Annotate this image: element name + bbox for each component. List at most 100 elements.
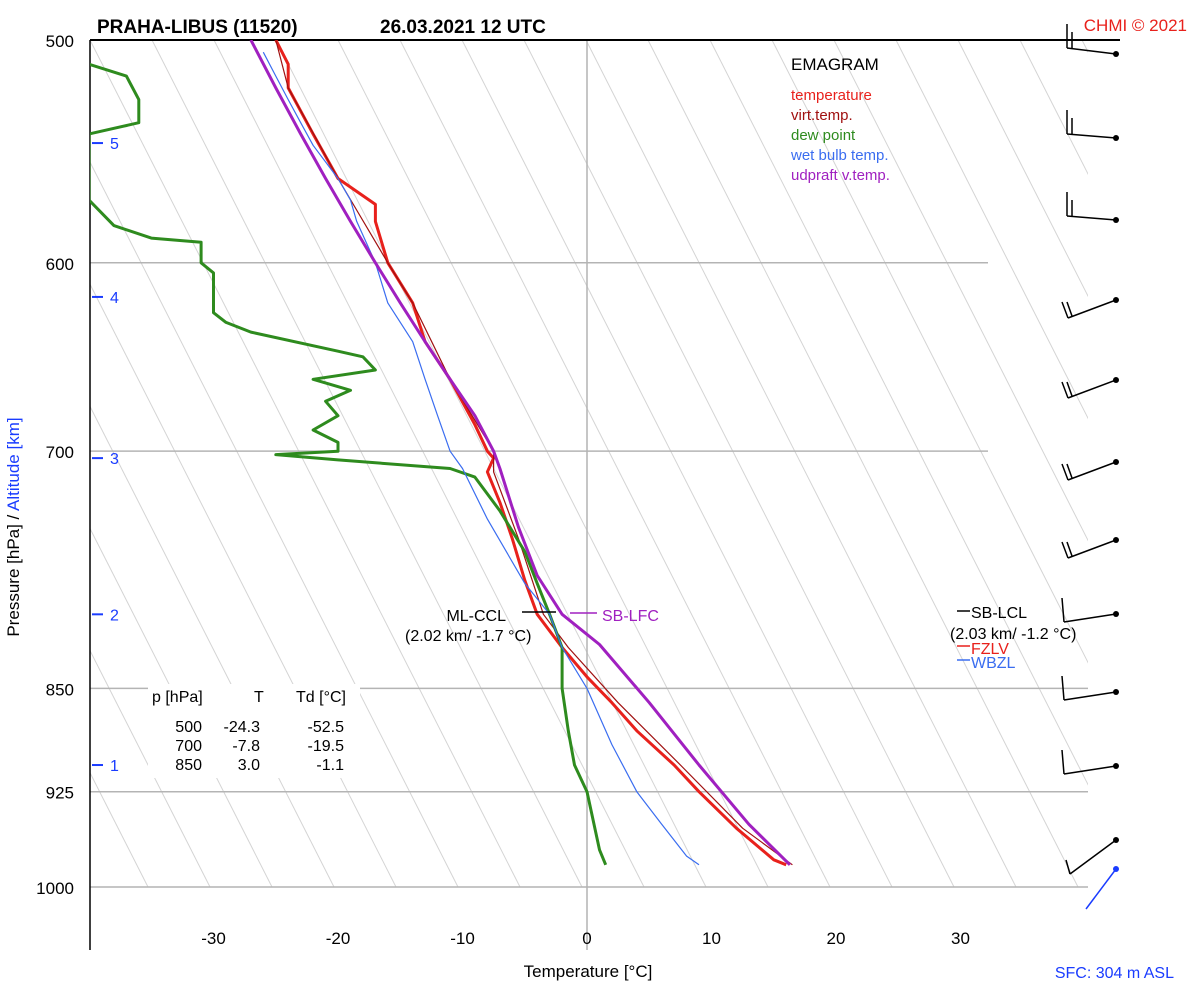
ml-ccl-value: (2.02 km/ -1.7 °C) <box>405 628 531 645</box>
wind-barb-flag <box>1066 301 1073 317</box>
dry-adiabat-line <box>90 40 521 887</box>
table-cell: -24.3 <box>224 719 261 736</box>
wind-barb <box>1061 377 1119 399</box>
wind-barb-flag <box>1066 463 1073 479</box>
altitude-tick-label: 1 <box>110 758 119 775</box>
wind-barb-flag <box>1061 381 1069 399</box>
grid-lines <box>90 39 1088 950</box>
table-cell: -1.1 <box>316 757 344 774</box>
dry-adiabats <box>90 40 1088 887</box>
series-wet-bulb-temp-line <box>262 51 700 866</box>
pressure-tick-label: 850 <box>46 680 74 699</box>
diagram-label: EMAGRAM <box>791 55 879 74</box>
legend-entry: dew point <box>791 127 856 144</box>
pressure-axis-label: Pressure [hPa] <box>4 524 23 636</box>
table-cell: -19.5 <box>308 738 345 755</box>
surface-wind-shaft <box>1085 868 1117 910</box>
wind-barb-flag <box>1061 463 1069 481</box>
series-udpraft-v-temp-line <box>249 40 791 866</box>
wind-barb-flag <box>1066 381 1073 397</box>
wind-barb <box>1066 110 1119 141</box>
fzlv-label: FZLV <box>971 641 1009 658</box>
altitude-tick-label: 5 <box>110 136 119 153</box>
temperature-tick-label: 30 <box>951 929 970 948</box>
temperature-tick-label: 10 <box>702 929 721 948</box>
table-cell: 3.0 <box>238 757 260 774</box>
surface-wind-barb <box>1085 866 1119 910</box>
wind-barb-shaft <box>1063 691 1117 701</box>
wbzl-label: WBZL <box>971 655 1016 672</box>
wind-barb <box>1065 837 1119 875</box>
wind-barb <box>1061 297 1119 319</box>
series-virt-temp-line <box>275 40 793 866</box>
dry-adiabat-line <box>957 40 1088 298</box>
legend-entry: wet bulb temp. <box>790 147 889 164</box>
wind-barb-shaft <box>1066 47 1117 55</box>
table-cell: -7.8 <box>232 738 260 755</box>
svg-text:Pressure [hPa] / Altitude [k: Pressure [hPa] / Altitude [km] <box>4 417 23 636</box>
y-axis-label: Pressure [hPa] / Altitude [km] <box>4 417 23 636</box>
wind-barb-shaft <box>1067 461 1117 481</box>
pressure-tick-labels: 500 600 700 850 925 1000 <box>36 32 74 898</box>
wind-barb <box>1066 192 1119 223</box>
temperature-tick-label: 0 <box>582 929 591 948</box>
temperature-tick-label: -10 <box>450 929 475 948</box>
dry-adiabat-line <box>585 40 1017 887</box>
temperature-tick-labels: -30 -20 -10 0 10 20 30 <box>201 929 970 948</box>
dry-adiabat-line <box>461 40 893 887</box>
table-header: p [hPa] <box>152 689 203 706</box>
wind-barb <box>1061 749 1119 775</box>
summary-table-cells: p [hPa] T Td [°C] 500 -24.3 -52.5 700 -7.8 -19.5… <box>152 689 346 774</box>
altitude-tick-label: 3 <box>110 451 119 468</box>
chart-credit: CHMI © 2021 <box>1084 16 1187 35</box>
wind-barb-shaft <box>1066 215 1117 221</box>
sb-lfc-label: SB-LFC <box>602 608 659 625</box>
temperature-tick-label: 20 <box>827 929 846 948</box>
wind-barb-shaft <box>1069 839 1117 875</box>
table-cell: 850 <box>175 757 202 774</box>
wind-barb-flag <box>1061 749 1065 775</box>
dry-adiabat-line <box>647 40 1079 887</box>
level-annotations: ML-CCL (2.02 km/ -1.7 °C) SB-LFC SB-LCL (2.0… <box>405 605 1076 672</box>
dry-adiabat-line <box>337 40 769 887</box>
wind-barb-flag <box>1066 541 1073 557</box>
table-cell: -52.5 <box>308 719 345 736</box>
wind-barb <box>1061 597 1119 623</box>
table-header: Td [°C] <box>296 689 346 706</box>
altitude-tick-label: 2 <box>110 607 119 624</box>
pressure-tick-label: 600 <box>46 255 74 274</box>
altitude-tick-label: 4 <box>110 290 119 307</box>
pressure-tick-label: 925 <box>46 784 74 803</box>
dry-adiabat-line <box>90 649 211 887</box>
wind-barb <box>1061 537 1119 559</box>
wind-barb <box>1061 459 1119 481</box>
wind-barb-shaft <box>1067 299 1117 319</box>
pressure-tick-label: 500 <box>46 32 74 51</box>
axis-label-separator: / <box>4 511 23 524</box>
altitude-tick-labels: 1 2 3 4 5 <box>92 136 119 775</box>
dry-adiabat-line <box>523 40 955 887</box>
wind-barb-flag <box>1065 859 1071 875</box>
series-temperature-line <box>274 40 787 867</box>
chart-datetime: 26.03.2021 12 UTC <box>380 17 546 38</box>
x-axis-label: Temperature [°C] <box>524 962 653 981</box>
temperature-tick-label: -30 <box>201 929 226 948</box>
wind-barb <box>1066 24 1119 57</box>
wind-barbs <box>1061 24 1119 910</box>
temperature-tick-label: -20 <box>326 929 351 948</box>
dry-adiabat-line <box>771 40 1088 664</box>
dry-adiabat-line <box>399 40 831 887</box>
dry-adiabat-line <box>709 40 1088 786</box>
table-header: T <box>254 689 264 706</box>
dry-adiabat-line <box>895 40 1088 420</box>
wind-barb-shaft <box>1066 133 1117 139</box>
wind-barb-flag <box>1061 675 1065 701</box>
legend-entry: virt.temp. <box>791 107 853 124</box>
table-cell: 700 <box>175 738 202 755</box>
summary-table-background <box>148 684 360 778</box>
wind-barb-flag <box>1061 541 1069 559</box>
summary-table: p [hPa] T Td [°C] 500 -24.3 -52.5 700 -7.8 -19.5… <box>148 684 360 778</box>
surface-elevation: SFC: 304 m ASL <box>1055 965 1174 982</box>
chart-title: PRAHA-LIBUS (11520) <box>97 17 298 38</box>
